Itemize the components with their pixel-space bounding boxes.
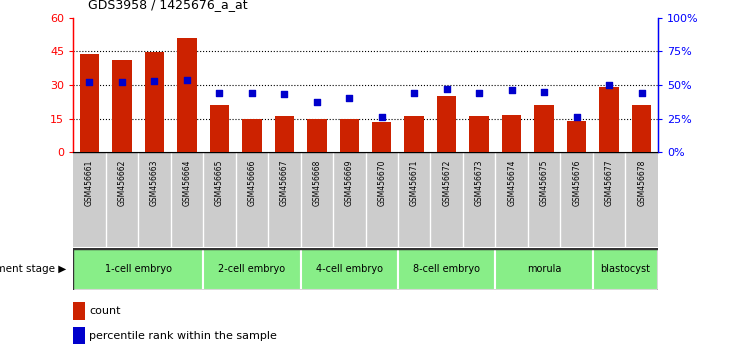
Text: GSM456673: GSM456673 xyxy=(474,160,484,206)
Point xyxy=(376,114,387,120)
Text: GSM456670: GSM456670 xyxy=(377,160,386,206)
Point xyxy=(83,79,95,85)
Bar xyxy=(469,116,489,152)
Bar xyxy=(593,248,658,290)
Text: GSM456677: GSM456677 xyxy=(605,160,613,206)
Bar xyxy=(80,53,99,152)
Text: morula: morula xyxy=(527,264,561,274)
Text: 4-cell embryo: 4-cell embryo xyxy=(316,264,383,274)
Bar xyxy=(73,302,85,320)
Text: GSM456663: GSM456663 xyxy=(150,160,159,206)
Bar xyxy=(73,248,203,290)
Text: GSM456664: GSM456664 xyxy=(182,160,192,206)
Point xyxy=(571,114,583,120)
Text: count: count xyxy=(89,306,121,316)
Point xyxy=(441,86,452,92)
Bar xyxy=(599,87,619,152)
Text: GSM456667: GSM456667 xyxy=(280,160,289,206)
Text: GSM456675: GSM456675 xyxy=(539,160,549,206)
Point xyxy=(506,87,518,93)
Point xyxy=(636,90,648,96)
Text: GSM456665: GSM456665 xyxy=(215,160,224,206)
Point xyxy=(279,92,290,97)
Text: GSM456674: GSM456674 xyxy=(507,160,516,206)
Bar xyxy=(339,119,359,152)
Bar xyxy=(398,248,496,290)
Text: 1-cell embryo: 1-cell embryo xyxy=(105,264,172,274)
Bar xyxy=(300,248,398,290)
Text: GSM456668: GSM456668 xyxy=(312,160,321,206)
Bar xyxy=(112,60,132,152)
Bar xyxy=(210,105,229,152)
Bar xyxy=(502,115,521,152)
Bar xyxy=(73,327,85,344)
Point xyxy=(474,90,485,96)
Bar xyxy=(203,248,300,290)
Point xyxy=(246,90,257,96)
Point xyxy=(344,96,355,101)
Text: development stage ▶: development stage ▶ xyxy=(0,264,66,274)
Bar xyxy=(242,119,262,152)
Bar xyxy=(404,116,424,152)
Bar xyxy=(145,52,164,152)
Text: GSM456678: GSM456678 xyxy=(637,160,646,206)
Text: GSM456676: GSM456676 xyxy=(572,160,581,206)
Text: GSM456662: GSM456662 xyxy=(118,160,126,206)
Point xyxy=(181,77,193,82)
Text: GSM456661: GSM456661 xyxy=(85,160,94,206)
Text: 2-cell embryo: 2-cell embryo xyxy=(219,264,285,274)
Text: GSM456669: GSM456669 xyxy=(345,160,354,206)
Bar xyxy=(372,122,392,152)
Text: GSM456672: GSM456672 xyxy=(442,160,451,206)
Point xyxy=(538,89,550,95)
Text: blastocyst: blastocyst xyxy=(600,264,651,274)
Text: GSM456666: GSM456666 xyxy=(247,160,257,206)
Text: percentile rank within the sample: percentile rank within the sample xyxy=(89,331,277,341)
Point xyxy=(213,90,225,96)
Text: 8-cell embryo: 8-cell embryo xyxy=(413,264,480,274)
Point xyxy=(311,99,322,105)
Text: GSM456671: GSM456671 xyxy=(410,160,419,206)
Point xyxy=(603,82,615,88)
Bar xyxy=(307,119,327,152)
Bar xyxy=(567,121,586,152)
Point xyxy=(148,78,160,84)
Point xyxy=(116,79,128,85)
Bar xyxy=(534,105,554,152)
Bar xyxy=(632,105,651,152)
Bar xyxy=(275,116,294,152)
Bar xyxy=(437,96,456,152)
Bar xyxy=(496,248,593,290)
Text: GDS3958 / 1425676_a_at: GDS3958 / 1425676_a_at xyxy=(88,0,247,11)
Point xyxy=(409,90,420,96)
Bar xyxy=(177,38,197,152)
